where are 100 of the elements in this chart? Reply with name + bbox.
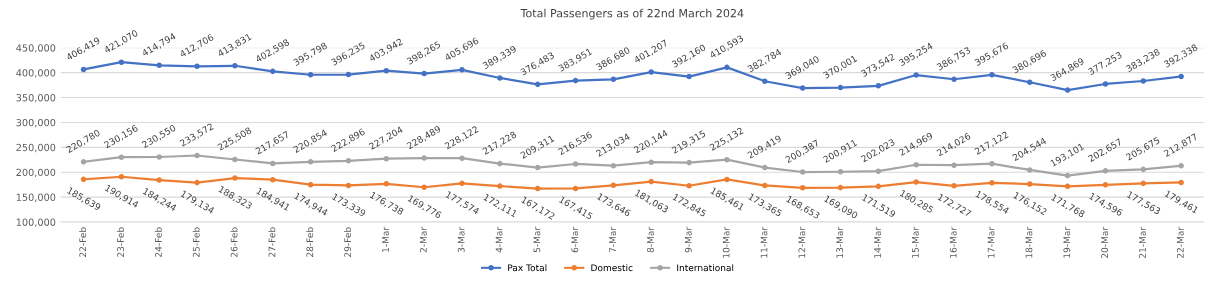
point	[1064, 172, 1071, 179]
point	[421, 184, 427, 191]
point	[232, 175, 238, 181]
x-tick-label: 28-Feb	[306, 227, 314, 257]
point	[156, 62, 162, 69]
x-tick-label: 14-Mar	[874, 226, 881, 258]
point	[497, 183, 503, 189]
y-tick-label: 150,000	[16, 193, 56, 202]
x-tick-label: 24-Feb	[154, 227, 162, 257]
point	[1102, 81, 1109, 87]
point	[989, 180, 995, 186]
point	[762, 182, 768, 189]
point	[1064, 183, 1071, 190]
point	[1140, 78, 1147, 84]
point	[459, 180, 465, 187]
y-tick-label: 200,000	[16, 168, 56, 178]
point	[837, 168, 844, 175]
point	[989, 72, 995, 78]
x-tick-label: 21-Mar	[1139, 226, 1146, 258]
y-tick-label: 300,000	[16, 118, 56, 128]
point	[118, 173, 125, 180]
x-tick-label: 8-Mar	[647, 226, 654, 253]
point	[951, 183, 957, 189]
x-tick-label: 4-Mar	[495, 226, 503, 253]
point	[421, 70, 427, 77]
x-tick-label: 18-Mar	[1025, 226, 1033, 258]
point	[648, 69, 655, 75]
point	[686, 159, 692, 166]
point	[1140, 180, 1147, 187]
x-tick-label: 19-Mar	[1063, 226, 1071, 258]
x-tick-label: 23-Feb	[116, 227, 124, 257]
point	[269, 176, 276, 183]
point	[307, 181, 314, 188]
point	[724, 64, 730, 71]
x-tick-label: 12-Mar	[798, 226, 806, 258]
point	[80, 66, 87, 73]
point	[837, 184, 844, 191]
point	[307, 71, 314, 78]
point	[534, 185, 541, 192]
point	[383, 155, 390, 162]
point	[534, 81, 541, 88]
point	[118, 154, 125, 160]
point	[837, 84, 844, 91]
point	[269, 160, 276, 167]
point	[648, 159, 655, 165]
y-tick-label: 350,000	[16, 94, 56, 103]
point	[686, 73, 692, 80]
point	[648, 178, 655, 185]
legend-label: Domestic	[591, 264, 633, 272]
x-tick-label: 20-Mar	[1101, 226, 1109, 258]
point	[724, 156, 730, 163]
point	[572, 161, 579, 167]
x-tick-label: 3-Mar	[457, 226, 465, 253]
x-tick-label: 22-Feb	[79, 227, 87, 257]
x-tick-label: 29-Feb	[344, 227, 352, 257]
x-tick-label: 1-Mar	[382, 226, 389, 252]
point	[421, 155, 427, 161]
legend-label: International	[677, 264, 734, 272]
point	[913, 179, 919, 185]
x-tick-label: 6-Mar	[571, 226, 579, 253]
point	[572, 77, 579, 84]
point	[875, 183, 882, 190]
point	[307, 159, 314, 165]
point	[951, 162, 957, 169]
point	[534, 164, 541, 171]
point	[799, 185, 806, 191]
point	[913, 161, 919, 168]
y-tick-label: 250,000	[16, 143, 56, 153]
point	[875, 83, 882, 89]
point	[1178, 163, 1184, 169]
point	[1178, 73, 1184, 80]
point	[799, 85, 806, 91]
point	[118, 59, 125, 65]
x-tick-label: 26-Feb	[230, 227, 238, 257]
x-tick-label: 7-Mar	[609, 226, 617, 253]
point	[345, 71, 352, 78]
point	[762, 164, 768, 171]
y-tick-label: 400,000	[16, 69, 56, 78]
point	[724, 176, 730, 183]
point	[1026, 167, 1033, 173]
x-tick-label: 16-Mar	[949, 226, 957, 258]
point	[194, 63, 200, 70]
point	[875, 168, 882, 174]
point	[572, 185, 579, 192]
point	[80, 159, 87, 165]
point	[610, 162, 617, 169]
x-tick-label: 13-Mar	[836, 226, 844, 258]
point	[1140, 166, 1147, 173]
point	[232, 156, 238, 163]
point	[269, 68, 276, 75]
chart-title: Total Passengers as of 22nd March 2024	[520, 8, 744, 20]
point	[497, 160, 503, 167]
point	[156, 177, 162, 183]
point	[80, 176, 87, 183]
legend-label: Pax Total	[508, 264, 547, 272]
point	[799, 169, 806, 175]
point	[232, 62, 238, 69]
x-tick-label: 25-Feb	[192, 227, 200, 257]
point	[459, 67, 465, 73]
point	[194, 179, 200, 186]
